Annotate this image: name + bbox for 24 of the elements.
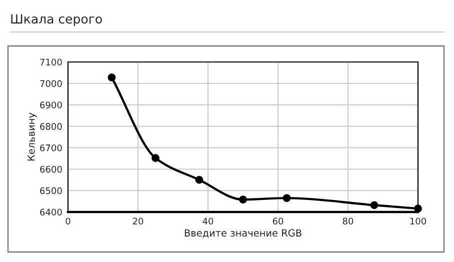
x-tick-label: 80	[342, 218, 354, 225]
point	[195, 176, 204, 184]
x-axis-title: Введите значение RGB	[184, 229, 302, 238]
x-tick-label: 0	[66, 218, 70, 225]
y-tick-label: 6800	[40, 123, 62, 130]
y-tick-label: 6500	[40, 187, 62, 194]
chart-title: Шкала серого	[11, 14, 102, 26]
y-tick-label: 7000	[40, 80, 62, 87]
x-tick-label: 40	[202, 218, 214, 225]
y-tick-label: 6400	[40, 208, 62, 216]
y-tick-label: 7100	[40, 58, 62, 66]
y-tick-label: 6700	[40, 144, 62, 152]
x-tick-label: 20	[132, 218, 144, 225]
point	[370, 201, 378, 210]
point	[239, 196, 247, 204]
y-tick-label: 6600	[40, 166, 62, 173]
y-tick-label: 6900	[40, 102, 62, 108]
x-tick-label: 100	[410, 218, 426, 225]
point	[282, 194, 291, 202]
x-tick-label: 60	[272, 218, 284, 225]
point	[108, 73, 116, 82]
point	[152, 154, 160, 162]
point	[414, 204, 422, 213]
y-axis-title: Кельвину	[28, 112, 37, 161]
